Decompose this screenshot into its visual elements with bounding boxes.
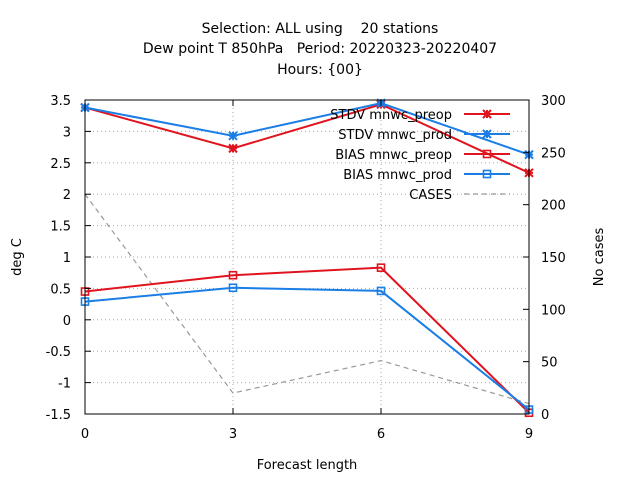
plot-frame — [84, 99, 530, 415]
y2-tick-label: 150 — [541, 251, 566, 266]
x-tick-label: 0 — [81, 427, 89, 442]
series-layer — [80, 98, 534, 418]
y-tick-label: 3 — [63, 125, 71, 140]
legend-entry: CASES — [409, 188, 510, 203]
data-point — [376, 286, 386, 296]
series-line — [84, 102, 530, 156]
y-tick-label: -1 — [58, 377, 71, 392]
y-tick-label: -1.5 — [46, 408, 71, 423]
y2-tick-label: 50 — [541, 356, 558, 371]
series-cases — [84, 193, 530, 405]
series-bias-mnwc-preop — [80, 263, 534, 418]
y2-tick-label: 100 — [541, 303, 566, 318]
legend-marker — [482, 149, 492, 159]
legend-marker — [482, 129, 492, 139]
chart-title-line-3: Hours: {00} — [277, 62, 363, 78]
legend-entry: BIAS mnwc_preop — [335, 148, 510, 163]
grid-lines — [85, 100, 529, 414]
y2-tick-label: 200 — [541, 199, 566, 214]
y-tick-label: 0 — [63, 314, 71, 329]
y2-axis-label: No cases — [592, 228, 607, 287]
y-tick-label: 1 — [63, 251, 71, 266]
legend-label: STDV mnwc_preop — [330, 108, 452, 123]
legend: STDV mnwc_preop STDV mnwc_prod BIAS mnwc_p… — [330, 108, 510, 203]
data-point — [228, 131, 238, 141]
y2-tick-label: 0 — [541, 408, 549, 423]
legend-entry: BIAS mnwc_prod — [343, 168, 510, 183]
x-tick-label: 6 — [377, 427, 385, 442]
series-line — [84, 266, 530, 414]
data-point — [228, 143, 238, 154]
y-tick-label: -0.5 — [46, 345, 71, 360]
data-point — [376, 263, 386, 272]
y2-tick-label: 300 — [541, 94, 566, 109]
x-tick-label: 3 — [229, 427, 237, 442]
series-line — [84, 193, 530, 405]
y-tick-label: 0.5 — [50, 282, 71, 297]
data-point — [228, 270, 238, 280]
y-tick-label: 3.5 — [50, 94, 71, 109]
x-axis-label: Forecast length — [257, 458, 358, 473]
y-axis-label: deg C — [10, 238, 25, 276]
y2-tick-label: 250 — [541, 146, 566, 161]
series-line — [84, 286, 530, 411]
axis-ticks: -1.5 -1 -0.5 0 0.5 1 1.5 2 2.5 3 3.5 0 50 100 150 200 25… — [46, 94, 566, 442]
legend-label: STDV mnwc_prod — [338, 128, 452, 143]
series-stdv-mnwc-preop — [80, 99, 534, 178]
legend-label: CASES — [409, 188, 452, 203]
y-tick-label: 2 — [63, 188, 71, 203]
legend-label: BIAS mnwc_prod — [343, 168, 452, 183]
legend-entry: STDV mnwc_prod — [338, 128, 510, 143]
legend-marker — [482, 169, 492, 179]
series-line — [84, 103, 530, 174]
legend-marker — [482, 109, 492, 119]
series-stdv-mnwc-prod — [80, 98, 534, 160]
y-tick-label: 1.5 — [50, 220, 71, 235]
chart-title-line-1: Selection: ALL using 20 stations — [201, 21, 439, 37]
data-point — [228, 283, 238, 293]
x-tick-label: 9 — [525, 427, 533, 442]
y-tick-label: 2.5 — [50, 157, 71, 172]
legend-label: BIAS mnwc_preop — [335, 148, 452, 163]
chart-title-line-2: Dew point T 850hPa Period: 20220323-2022… — [142, 41, 498, 57]
legend-entry: STDV mnwc_preop — [330, 108, 510, 123]
